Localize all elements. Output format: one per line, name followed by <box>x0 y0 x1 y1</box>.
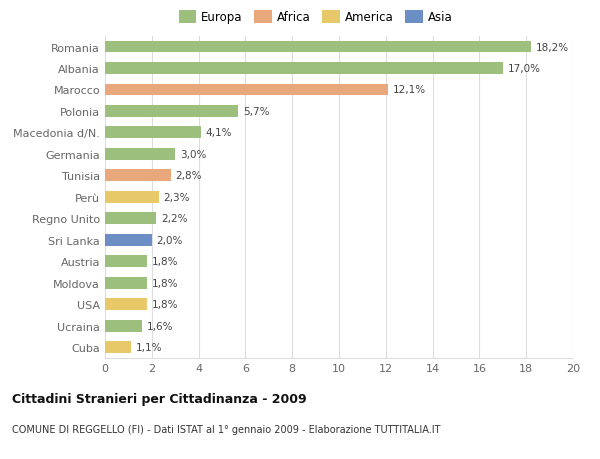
Bar <box>105 84 388 96</box>
Text: 5,7%: 5,7% <box>243 106 269 117</box>
Bar <box>105 234 152 246</box>
Text: 18,2%: 18,2% <box>536 42 569 52</box>
Bar <box>105 256 147 268</box>
Text: Cittadini Stranieri per Cittadinanza - 2009: Cittadini Stranieri per Cittadinanza - 2… <box>12 392 307 405</box>
Bar <box>105 106 238 118</box>
Bar <box>105 298 147 310</box>
Text: COMUNE DI REGGELLO (FI) - Dati ISTAT al 1° gennaio 2009 - Elaborazione TUTTITALI: COMUNE DI REGGELLO (FI) - Dati ISTAT al … <box>12 425 440 435</box>
Text: 17,0%: 17,0% <box>508 64 541 74</box>
Text: 1,1%: 1,1% <box>136 342 162 353</box>
Bar <box>105 320 142 332</box>
Bar <box>105 63 503 75</box>
Text: 3,0%: 3,0% <box>180 150 206 160</box>
Bar <box>105 277 147 289</box>
Text: 1,8%: 1,8% <box>152 257 178 267</box>
Legend: Europa, Africa, America, Asia: Europa, Africa, America, Asia <box>179 11 452 24</box>
Text: 2,2%: 2,2% <box>161 214 188 224</box>
Text: 4,1%: 4,1% <box>206 128 232 138</box>
Bar <box>105 149 175 160</box>
Bar <box>105 191 159 203</box>
Bar <box>105 213 157 224</box>
Text: 1,6%: 1,6% <box>147 321 173 331</box>
Text: 2,8%: 2,8% <box>175 171 202 181</box>
Text: 12,1%: 12,1% <box>393 85 426 95</box>
Text: 2,3%: 2,3% <box>163 192 190 202</box>
Bar <box>105 127 201 139</box>
Bar <box>105 170 170 182</box>
Text: 1,8%: 1,8% <box>152 299 178 309</box>
Bar <box>105 41 531 53</box>
Text: 1,8%: 1,8% <box>152 278 178 288</box>
Text: 2,0%: 2,0% <box>157 235 183 245</box>
Bar <box>105 341 131 353</box>
